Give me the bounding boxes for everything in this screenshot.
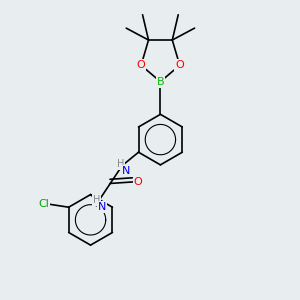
- Text: B: B: [157, 76, 164, 87]
- Text: N: N: [122, 166, 130, 176]
- Text: N: N: [98, 202, 106, 212]
- Text: O: O: [175, 60, 184, 70]
- Text: H: H: [117, 159, 124, 169]
- Text: O: O: [137, 60, 146, 70]
- Text: H: H: [93, 195, 100, 205]
- Text: Cl: Cl: [39, 199, 50, 209]
- Text: O: O: [134, 177, 142, 187]
